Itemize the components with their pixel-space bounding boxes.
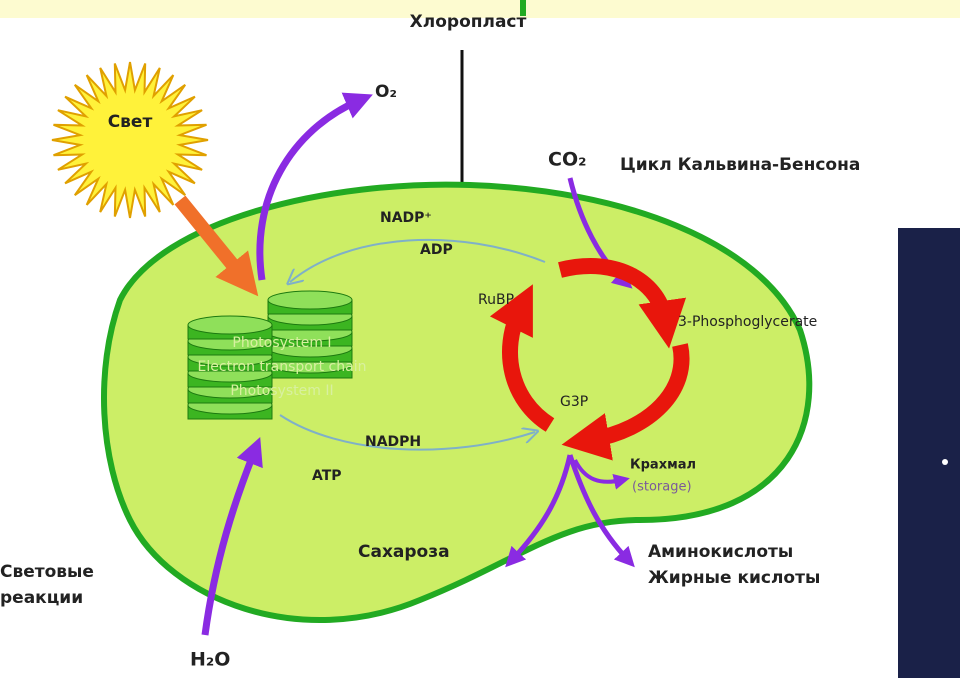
star bbox=[942, 459, 948, 465]
product-label: Аминокислоты bbox=[648, 542, 793, 562]
atp-label: ATP bbox=[312, 468, 342, 484]
light-label: Свет bbox=[108, 112, 153, 132]
thylakoid-label: Photosystem I bbox=[232, 335, 331, 351]
thylakoid-disc bbox=[188, 316, 272, 334]
starch-label: Крахмал bbox=[630, 458, 696, 473]
storage-label: (storage) bbox=[632, 480, 692, 495]
nadph-label: NADPH bbox=[365, 434, 421, 450]
diagram: Хлоропласт Свет O₂ CO₂ Цикл Кальвина-Бен… bbox=[0, 0, 960, 678]
product-label: Жирные кислоты bbox=[648, 568, 820, 588]
sun bbox=[52, 62, 208, 218]
pga-label: 3-Phosphoglycerate bbox=[678, 314, 817, 330]
title: Хлоропласт bbox=[410, 12, 527, 32]
side-panel bbox=[898, 228, 960, 678]
light-reactions-label: реакции bbox=[0, 588, 83, 608]
rubp-label: RuBP bbox=[478, 292, 514, 308]
light-reactions-label: Световые bbox=[0, 562, 94, 582]
oxygen-label: O₂ bbox=[375, 82, 397, 102]
cycle-name: Цикл Кальвина-Бенсона bbox=[620, 155, 860, 175]
water-label: H₂O bbox=[190, 649, 230, 671]
sucrose-label: Сахароза bbox=[358, 542, 450, 562]
g3p-label: G3P bbox=[560, 394, 588, 410]
nadp-label: NADP⁺ bbox=[380, 210, 432, 226]
thylakoid-disc bbox=[268, 291, 352, 309]
co2-label: CO₂ bbox=[548, 149, 586, 171]
adp-label: ADP bbox=[420, 242, 453, 258]
thylakoid-label: Photosystem II bbox=[230, 383, 333, 399]
thylakoid-label: Electron transport chain bbox=[198, 359, 367, 375]
